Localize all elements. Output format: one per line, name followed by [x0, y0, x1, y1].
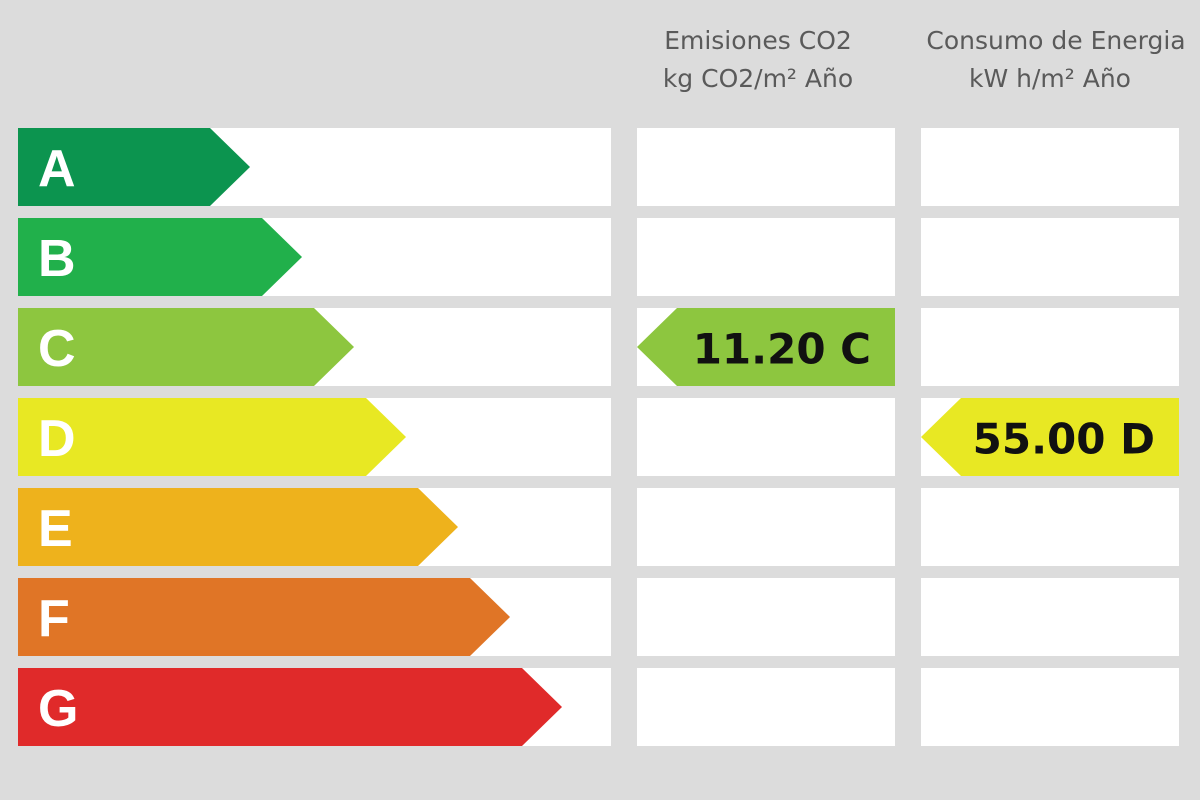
rating-letter: D: [38, 410, 76, 468]
rating-letter: F: [38, 590, 70, 648]
rating-arrow: [18, 128, 250, 206]
energy-value: 55.00 D: [973, 415, 1155, 464]
rating-letter: E: [38, 500, 73, 558]
energy-cell: [921, 488, 1179, 566]
energy-cell: [921, 578, 1179, 656]
rating-arrow: [18, 668, 562, 746]
energy-header: Consumo de Energia: [926, 26, 1185, 55]
emissions-header: Emisiones CO2: [664, 26, 852, 55]
emissions-cell: [637, 218, 895, 296]
emissions-indicator: [637, 308, 895, 386]
rating-arrow: [18, 308, 354, 386]
rating-letter: C: [38, 320, 76, 378]
emissions-unit: kg CO2/m² Año: [663, 64, 853, 93]
emissions-cell: [637, 488, 895, 566]
rating-letter: B: [38, 230, 76, 288]
energy-unit: kW h/m² Año: [969, 64, 1131, 93]
energy-indicator: [921, 398, 1179, 476]
energy-cell: [921, 218, 1179, 296]
rating-arrow: [18, 578, 510, 656]
emissions-cell: [637, 668, 895, 746]
rating-arrow: [18, 398, 406, 476]
rating-letter: G: [38, 680, 78, 738]
energy-cell: [921, 308, 1179, 386]
rating-arrow: [18, 488, 458, 566]
energy-cell: [921, 668, 1179, 746]
rating-letter: A: [38, 140, 76, 198]
emissions-cell: [637, 398, 895, 476]
energy-cell: [921, 128, 1179, 206]
emissions-value: 11.20 C: [693, 325, 871, 374]
emissions-cell: [637, 128, 895, 206]
emissions-cell: [637, 578, 895, 656]
rating-arrow: [18, 218, 302, 296]
